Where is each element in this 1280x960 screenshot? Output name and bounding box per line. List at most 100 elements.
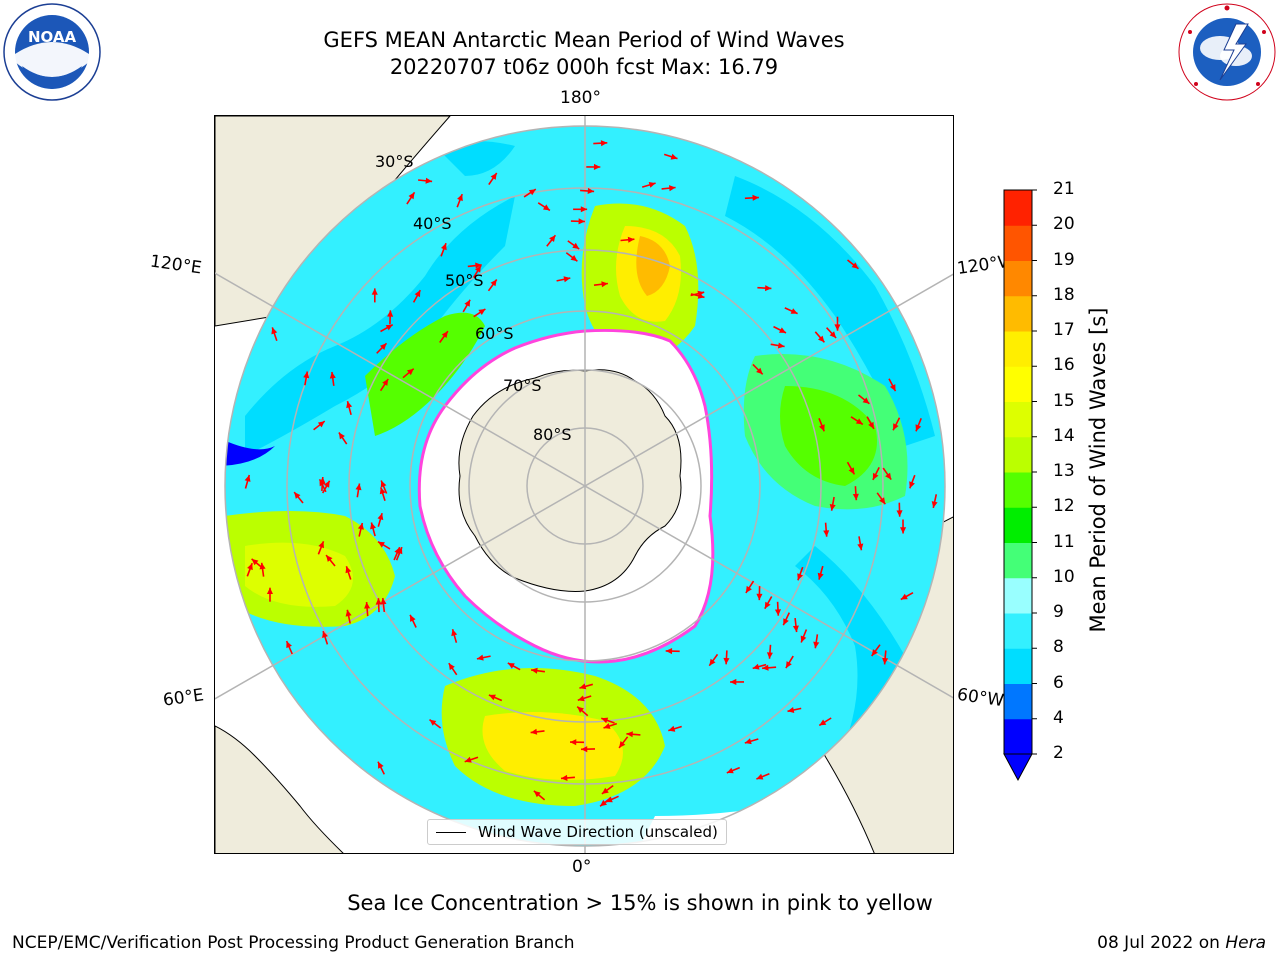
wind-wave-arrow <box>690 292 705 299</box>
colorbar-segment <box>1004 225 1032 261</box>
wind-wave-arrow <box>567 240 580 250</box>
wind-wave-arrow <box>882 467 892 481</box>
footer-credit: NCEP/EMC/Verification Post Processing Pr… <box>12 933 575 953</box>
wind-wave-arrow <box>560 774 575 781</box>
wind-wave-arrow <box>429 718 442 729</box>
noaa-logo-text: NOAA <box>28 28 77 46</box>
wind-wave-arrow <box>244 474 251 489</box>
colorbar-tick-label: 10 <box>1053 566 1075 587</box>
wind-wave-arrow <box>379 378 389 392</box>
wind-wave-arrow <box>601 717 615 724</box>
lon-label-0: 0° <box>572 857 592 877</box>
wind-wave-arrow <box>882 650 889 665</box>
wind-wave-arrow <box>641 182 656 188</box>
colorbar-tick-label: 6 <box>1053 672 1064 693</box>
colorbar-segment <box>1004 542 1032 579</box>
wind-wave-arrow <box>892 417 901 431</box>
wind-wave-arrow <box>476 654 491 661</box>
legend-label: Wind Wave Direction (unscaled) <box>478 823 718 841</box>
wind-wave-arrow <box>665 648 680 655</box>
colorbar-tick-label: 2 <box>1053 743 1064 763</box>
wind-wave-arrow <box>370 522 376 537</box>
wind-wave-arrow <box>530 728 545 735</box>
colorbar-segment <box>1004 648 1032 684</box>
wind-wave-arrow <box>593 281 608 288</box>
nws-logo <box>1178 3 1276 101</box>
lon-label-60e: 60°E <box>161 685 206 711</box>
wind-wave-arrow <box>744 194 759 201</box>
wind-wave-arrow <box>846 461 856 475</box>
colorbar-segment <box>1004 718 1032 755</box>
wind-wave-arrow <box>317 541 325 555</box>
wind-wave-arrow <box>329 371 336 386</box>
wind-wave-arrow <box>303 371 310 386</box>
wind-wave-arrow <box>773 325 787 334</box>
wind-wave-arrow <box>406 191 416 205</box>
wind-wave-arrow <box>888 378 897 392</box>
wind-wave-arrow <box>357 522 364 537</box>
polar-map: 30°S 40°S 50°S 60°S 70°S 80°S <box>214 115 954 854</box>
wind-wave-arrow <box>857 536 864 551</box>
wind-wave-arrow <box>376 342 388 354</box>
wind-wave-arrow <box>896 502 903 517</box>
wind-wave-arrow <box>412 289 422 303</box>
wind-wave-arrow <box>876 492 886 505</box>
lat-label-70s: 70°S <box>503 376 542 395</box>
sea-ice-note: Sea Ice Concentration > 15% is shown in … <box>347 891 933 915</box>
wind-wave-arrow <box>818 418 825 432</box>
wind-wave-arrow <box>251 558 263 569</box>
wind-wave-arrow <box>764 596 773 610</box>
wind-wave-arrow <box>440 242 447 257</box>
lat-label-40s: 40°S <box>413 214 452 233</box>
wind-wave-arrow <box>313 420 326 431</box>
wind-wave-arrow <box>774 601 781 616</box>
wind-wave-arrow <box>464 756 479 763</box>
wind-wave-arrow <box>787 707 802 713</box>
colorbar-tick-label: 12 <box>1053 496 1075 517</box>
wind-wave-arrow <box>823 522 830 537</box>
wind-wave-arrow <box>546 234 557 247</box>
wind-wave-arrow <box>345 565 352 580</box>
wind-wave-arrow <box>556 276 571 283</box>
wind-wave-arrow <box>829 496 836 511</box>
colorbar-tick-label: 17 <box>1053 320 1075 340</box>
wind-wave-arrow <box>663 153 678 160</box>
wind-wave-arrow <box>723 650 730 665</box>
wind-wave-arrow <box>785 655 794 669</box>
wind-wave-arrows <box>244 140 938 807</box>
colorbar-segment <box>1004 260 1032 297</box>
wind-wave-arrow <box>462 299 471 313</box>
colorbar-extend-min <box>1003 753 1033 782</box>
wind-wave-arrow <box>380 480 388 494</box>
wind-wave-arrow <box>586 163 601 170</box>
wind-wave-arrow <box>814 331 826 343</box>
wind-wave-arrow <box>573 206 588 213</box>
colorbar-segment <box>1004 436 1032 473</box>
graticule <box>215 116 953 853</box>
wind-wave-arrow <box>379 487 386 501</box>
wind-wave-arrow <box>364 602 371 617</box>
wind-wave-arrow <box>857 394 870 405</box>
legend-line-icon <box>436 831 466 833</box>
wind-wave-arrow <box>866 416 875 430</box>
wind-wave-arrow <box>380 597 387 612</box>
wind-wave-arrow <box>744 738 759 745</box>
map-legend: Wind Wave Direction (unscaled) <box>427 819 727 845</box>
wind-wave-arrow <box>813 634 820 649</box>
wind-wave-arrow <box>530 667 546 674</box>
wind-wave-arrow <box>834 316 841 331</box>
wind-wave-arrow <box>605 795 619 803</box>
wind-wave-arrow <box>784 307 798 315</box>
map-canvas <box>215 116 953 853</box>
wind-wave-arrow <box>456 193 463 208</box>
wind-wave-arrow <box>931 494 938 509</box>
lat-label-30s: 30°S <box>375 152 414 171</box>
wind-wave-arrow <box>782 612 791 626</box>
colorbar-segment <box>1004 683 1032 720</box>
wind-wave-arrow <box>766 644 773 659</box>
wind-wave-arrow <box>439 330 449 343</box>
forecast-info: 20220707 t06z 000h fcst Max: 16.79 <box>389 55 779 79</box>
wind-wave-arrow <box>319 476 326 492</box>
wind-wave-arrow <box>915 418 922 432</box>
wind-wave-arrow <box>569 739 585 746</box>
